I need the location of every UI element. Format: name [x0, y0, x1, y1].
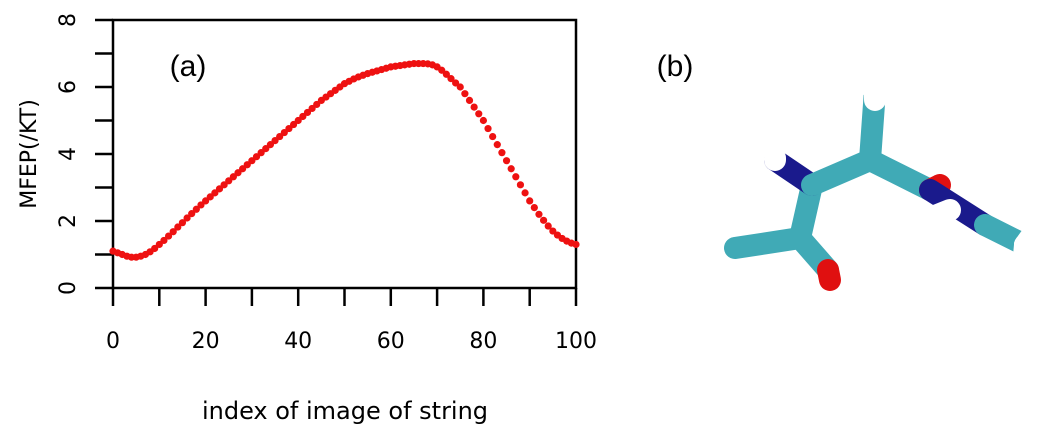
y-tick-label: 4 — [56, 147, 81, 161]
data-point — [457, 83, 464, 90]
y-axis-label: MFEP(/KT) — [17, 99, 42, 209]
data-point — [494, 141, 501, 148]
x-axis-label: index of image of string — [202, 397, 488, 425]
data-point — [521, 189, 528, 196]
data-point — [471, 104, 478, 111]
molecule — [690, 60, 1050, 300]
data-point — [531, 204, 538, 211]
data-point — [475, 110, 482, 117]
data-point — [480, 117, 487, 124]
x-tick-label: 40 — [284, 329, 312, 354]
y-tick-label: 8 — [56, 13, 81, 27]
y-tick-label: 0 — [56, 281, 81, 295]
y-tick-label: 6 — [56, 80, 81, 94]
data-point — [461, 90, 468, 97]
data-point — [484, 125, 491, 132]
data-point — [526, 197, 533, 204]
data-point — [498, 149, 505, 156]
data-point — [512, 173, 519, 180]
y-tick-label: 2 — [56, 214, 81, 228]
x-tick-label: 60 — [377, 329, 405, 354]
data-point — [517, 181, 524, 188]
x-tick-label: 80 — [469, 329, 497, 354]
data-point — [540, 217, 547, 224]
data-point — [572, 241, 579, 248]
x-tick-label: 100 — [555, 329, 597, 354]
panel-label: (b) — [657, 50, 694, 83]
x-tick-label: 0 — [106, 329, 120, 354]
data-point — [489, 133, 496, 140]
x-tick-label: 20 — [192, 329, 220, 354]
data-point — [466, 97, 473, 104]
panel-label: (a) — [170, 50, 207, 83]
data-point — [503, 157, 510, 164]
data-point — [535, 211, 542, 218]
data-point — [508, 165, 515, 172]
figure: (a) (b) index of image of string MFEP(/K… — [0, 0, 1063, 428]
